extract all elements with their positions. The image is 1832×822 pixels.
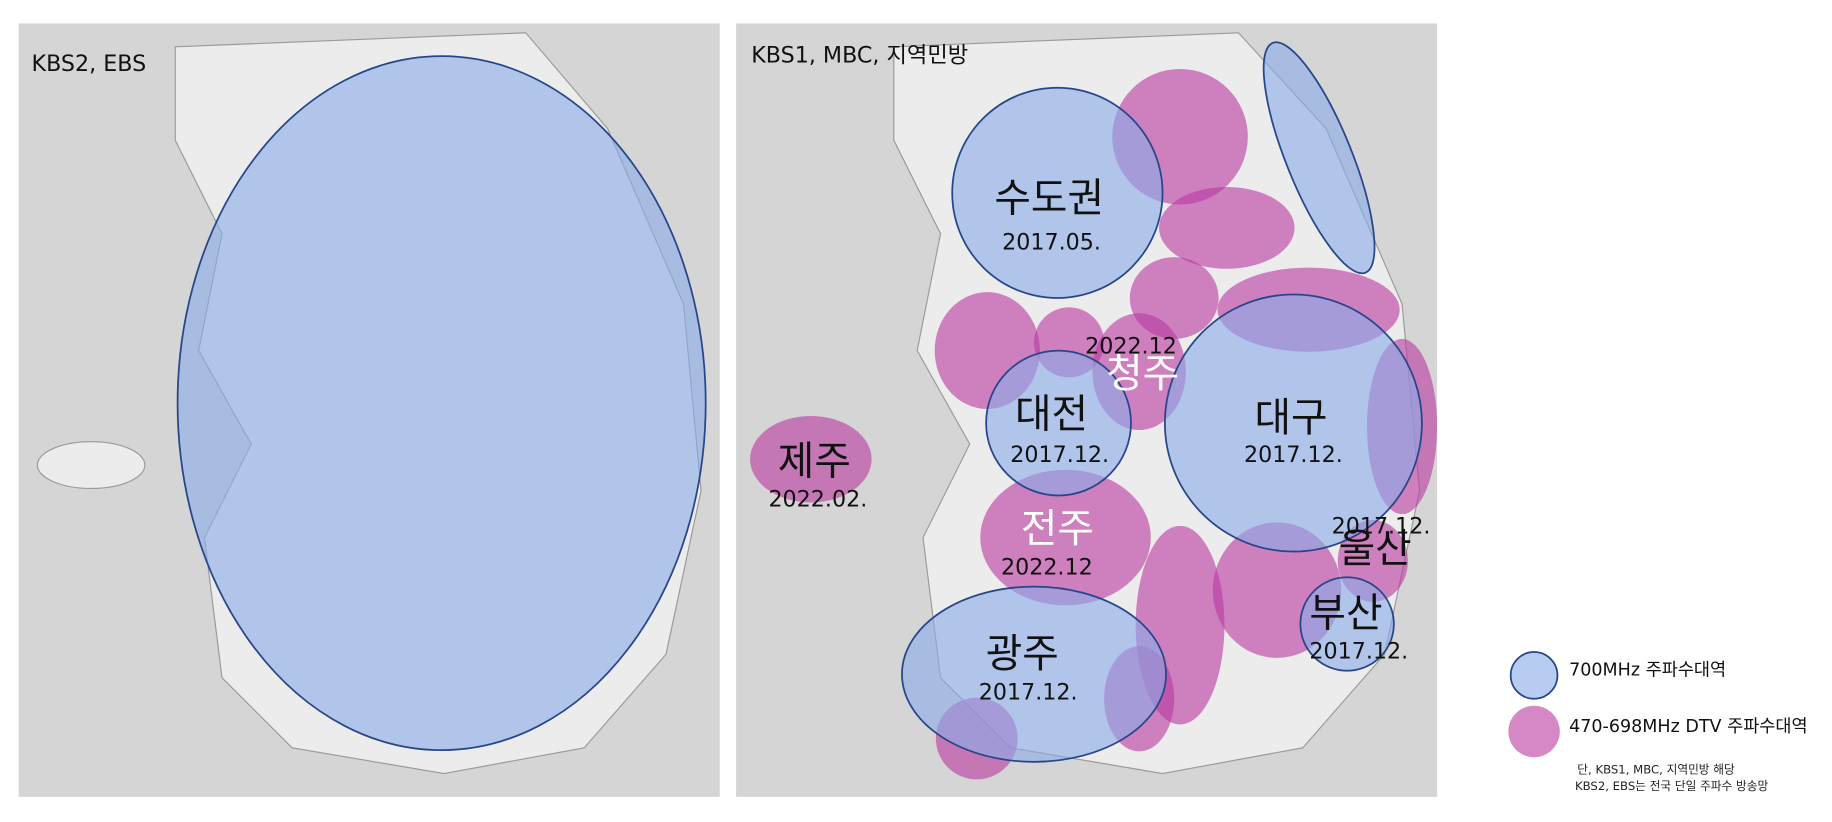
region-date: 2017.05. [1002,230,1101,256]
coverage-dtv [980,469,1151,606]
coverage-700mhz [1299,576,1395,672]
blue-zones [901,41,1423,763]
region-name: 울산 [1339,526,1412,572]
region-name: 대구 [1254,395,1327,441]
region-name: 대전 [1015,392,1088,438]
coverage-700mhz [1262,41,1376,275]
region-date: 2017.12. [1244,442,1343,468]
legend-swatch [1508,705,1560,758]
region-labels: 수도권 2017.05. 대전 2017.12. 대구 2017.12. 광주 … [768,176,1430,706]
region-date: 2017.12. [1332,514,1431,540]
region-name: 부산 [1309,590,1382,636]
coverage-700mhz [985,349,1132,497]
legend-label: 470-698MHz DTV 주파수대역 [1569,717,1808,737]
region-name: 청주 [1106,351,1179,397]
island [36,441,146,490]
panel-title: KBS1, MBC, 지역민방 [751,43,968,69]
region-name: 제주 [778,438,851,484]
note: 단, KBS1, MBC, 지역민방 해당 [1577,763,1735,777]
region-name: 광주 [986,631,1059,677]
region-date: 2017.12. [979,679,1078,705]
region-date: 2017.12. [1309,639,1408,665]
coverage-700mhz [951,86,1164,299]
region-name: 수도권 [994,176,1104,222]
region-name: 전주 [1021,506,1094,552]
coverage-700mhz [176,55,707,752]
coverage-dtv [1159,187,1295,269]
region-date: 2022.12 [1085,334,1177,360]
region-date: 2022.02. [768,487,867,513]
coverage-dtv [750,416,872,503]
region-date: 2022.12 [1001,554,1093,580]
coverage-700mhz [901,585,1167,763]
region-date: 2017.12. [1010,442,1109,468]
legend-label: 700MHz 주파수대역 [1569,661,1726,681]
coverage-700mhz [1163,293,1423,553]
legend: 700MHz 주파수대역 470-698MHz DTV 주파수대역 단, KBS… [1508,651,1808,793]
panel-title: KBS2, EBS [32,51,147,77]
legend-swatch [1509,651,1559,700]
note: KBS2, EBS는 전국 단일 주파수 방송망 [1575,779,1769,793]
